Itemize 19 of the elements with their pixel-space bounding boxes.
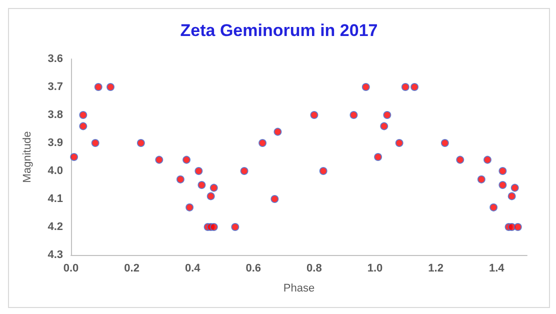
y-tick-label: 3.9 — [48, 137, 63, 149]
x-axis-title: Phase — [283, 282, 315, 294]
x-tick-label: 0.6 — [246, 262, 262, 274]
x-tick-label: 1.4 — [488, 262, 506, 274]
x-tick-label: 0.0 — [63, 262, 79, 274]
x-tick-label: 1.0 — [367, 262, 383, 274]
x-tick-label: 1.2 — [428, 262, 444, 274]
y-tick-label: 3.8 — [48, 109, 63, 121]
y-tick-label: 4.3 — [48, 249, 63, 261]
x-tick-label: 0.2 — [124, 262, 140, 274]
y-tick-label: 4.1 — [48, 193, 63, 205]
x-tick-label: 0.8 — [306, 262, 322, 274]
y-tick-label: 4.2 — [48, 221, 63, 233]
y-tick-label: 4.0 — [48, 165, 63, 177]
chart-title: Zeta Geminorum in 2017 — [180, 21, 378, 40]
y-axis-title: Magnitude — [22, 131, 34, 183]
y-tick-label: 3.7 — [48, 81, 63, 93]
y-tick-label: 3.6 — [48, 53, 63, 65]
x-tick-label: 0.4 — [184, 262, 202, 274]
